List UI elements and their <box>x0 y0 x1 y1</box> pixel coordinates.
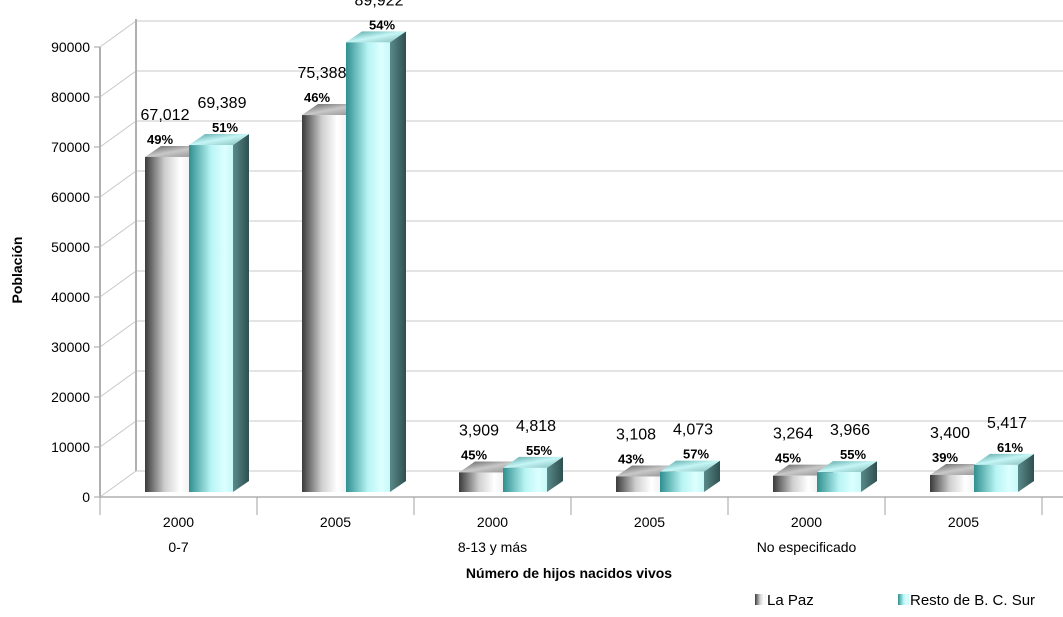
y-tick-label: 60000 <box>51 189 90 205</box>
bar-side-resto-bcs <box>861 461 877 492</box>
bar-resto-bcs <box>503 467 547 492</box>
gridline-diagonal <box>99 220 137 248</box>
percent-label-resto-bcs: 51% <box>212 120 238 135</box>
percent-label-resto-bcs: 55% <box>526 443 552 458</box>
bar-la-paz <box>773 475 817 492</box>
bar-side-resto-bcs <box>390 31 406 492</box>
percent-label-resto-bcs: 61% <box>997 440 1023 455</box>
x-tick-label-year: 2000 <box>477 514 508 530</box>
x-tick-label-group: 8-13 y más <box>458 539 527 555</box>
x-tick-label-year: 2005 <box>948 514 979 530</box>
bar-top-resto-bcs <box>503 456 563 468</box>
y-tick-label: 30000 <box>51 339 90 355</box>
bar-side-resto-bcs <box>233 134 249 492</box>
bar-side-resto-bcs <box>704 460 720 492</box>
value-label-resto-bcs: 4,073 <box>673 422 713 439</box>
gridline-diagonal <box>99 420 137 448</box>
y-tick-label: 10000 <box>51 439 90 455</box>
x-tick-label-year: 2005 <box>320 514 351 530</box>
value-label-resto-bcs: 3,966 <box>830 422 870 439</box>
gridline-diagonal <box>99 70 137 98</box>
value-label-resto-bcs: 69,389 <box>198 95 247 112</box>
bar-top-resto-bcs <box>346 31 406 43</box>
y-tick-label: 0 <box>82 489 90 505</box>
legend-label-resto-bcs: Resto de B. C. Sur <box>910 592 1035 609</box>
value-label-resto-bcs: 89,922 <box>355 0 404 9</box>
bar-top-resto-bcs <box>660 460 720 472</box>
legend: La Paz Resto de B. C. Sur <box>755 592 1035 609</box>
data-labels: 67,012 49% 69,389 51% 75,388 46% 89,922 54% 3,90… <box>141 0 1028 466</box>
y-tick-labels: 0 10000 20000 30000 40000 50000 60000 70000 8000… <box>51 39 90 505</box>
x-tick-label-year: 2005 <box>634 514 665 530</box>
bar-la-paz <box>145 156 189 492</box>
value-label-la-paz: 3,400 <box>930 425 970 442</box>
percent-label-resto-bcs: 54% <box>369 17 395 32</box>
value-label-la-paz: 3,909 <box>459 422 499 439</box>
y-tick-label: 50000 <box>51 239 90 255</box>
value-label-la-paz: 3,108 <box>616 426 656 443</box>
percent-label-la-paz: 45% <box>461 447 487 462</box>
y-tick-label: 90000 <box>51 39 90 55</box>
gridline-diagonal <box>99 270 137 298</box>
x-tick-label-group: 0-7 <box>168 539 188 555</box>
bars <box>145 31 1034 492</box>
bar-resto-bcs <box>817 472 861 492</box>
value-label-la-paz: 3,264 <box>773 426 813 443</box>
legend-label-la-paz: La Paz <box>767 592 814 609</box>
bar-la-paz <box>302 115 346 492</box>
gridline-diagonal <box>99 370 137 398</box>
x-axis-title: Número de hijos nacidos vivos <box>466 565 672 581</box>
percent-label-resto-bcs: 55% <box>840 447 866 462</box>
bar-la-paz <box>930 475 974 492</box>
bar-resto-bcs <box>974 464 1018 492</box>
x-tick-label-year: 2000 <box>163 514 194 530</box>
bar-la-paz <box>616 476 660 492</box>
gridlines <box>94 20 1063 498</box>
gridline-diagonal <box>99 470 137 498</box>
percent-label-la-paz: 43% <box>618 451 644 466</box>
bar-side-resto-bcs <box>1018 453 1034 492</box>
value-label-resto-bcs: 5,417 <box>987 415 1027 432</box>
legend-swatch-resto-bcs <box>898 594 909 605</box>
bar-side-resto-bcs <box>547 456 563 492</box>
x-tick-label-year: 2000 <box>791 514 822 530</box>
percent-label-la-paz: 39% <box>932 450 958 465</box>
gridline-diagonal <box>99 170 137 198</box>
y-tick-label: 20000 <box>51 389 90 405</box>
percent-label-la-paz: 49% <box>147 132 173 147</box>
plot-walls <box>99 19 1063 498</box>
gridline-diagonal <box>99 120 137 148</box>
legend-swatch-la-paz <box>755 594 766 605</box>
x-tick-label-group: No especificado <box>757 539 857 555</box>
bar-top-resto-bcs <box>817 461 877 473</box>
bar-resto-bcs <box>660 471 704 492</box>
percent-label-resto-bcs: 57% <box>683 447 709 462</box>
y-tick-label: 40000 <box>51 289 90 305</box>
y-tick-label: 80000 <box>51 89 90 105</box>
bar-resto-bcs <box>189 145 233 492</box>
bar-top-resto-bcs <box>974 453 1034 465</box>
gridline-diagonal <box>99 320 137 348</box>
bar-la-paz <box>459 472 503 492</box>
value-label-la-paz: 67,012 <box>141 107 190 124</box>
value-label-la-paz: 75,388 <box>298 65 347 82</box>
gridline-diagonal <box>99 20 137 48</box>
x-tick-labels: 2000 0-7 2005 2000 8-13 y más 2005 2000 No espe… <box>99 497 1043 555</box>
percent-label-la-paz: 45% <box>775 451 801 466</box>
bar-top-resto-bcs <box>189 134 249 146</box>
value-label-resto-bcs: 4,818 <box>516 418 556 435</box>
y-axis-title: Población <box>9 237 25 304</box>
y-tick-label: 70000 <box>51 139 90 155</box>
bar-resto-bcs <box>346 42 390 492</box>
percent-label-la-paz: 46% <box>304 90 330 105</box>
